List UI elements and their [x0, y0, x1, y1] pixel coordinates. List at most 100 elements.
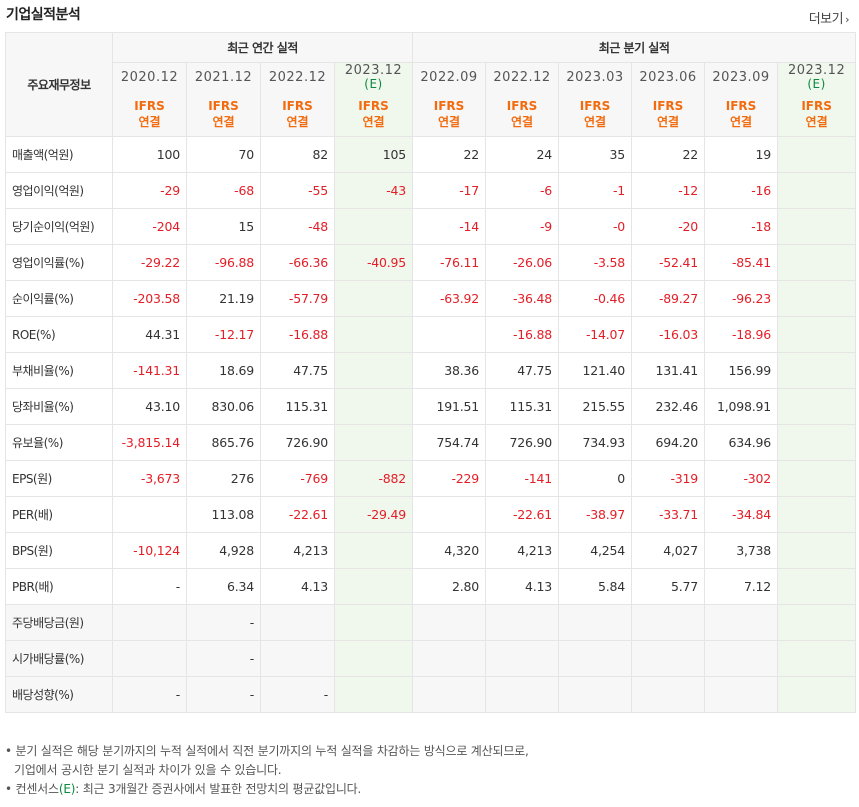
value-cell	[412, 640, 487, 677]
footnote-2-tag: (E)	[58, 782, 76, 796]
footnote-1-cont: 기업에서 공시한 분기 실적과 차이가 있을 수 있습니다.	[14, 763, 282, 777]
value-cell	[777, 208, 857, 245]
value-cell	[558, 640, 633, 677]
standard-ifrs: IFRS	[134, 99, 165, 113]
table-row: 유보율(%) -3,815.14 865.76 726.90 754.74 726.90 7…	[5, 424, 857, 461]
value-cell: -319	[631, 460, 706, 497]
value-cell	[631, 640, 706, 677]
standard-ifrs: IFRS	[801, 99, 832, 113]
value-cell: 830.06	[186, 388, 261, 425]
table-row: 매출액(억원) 100 70 82 105 22 24 35 22 19	[5, 136, 857, 173]
value-cell: -0.46	[558, 280, 633, 317]
value-cell	[704, 604, 779, 641]
value-cell: 4,213	[260, 532, 335, 569]
table-row: 당기순이익(억원) -204 15 -48 -14 -9 -0 -20 -18	[5, 208, 857, 245]
standard-ifrs: IFRS	[652, 99, 684, 113]
value-cell: 19	[704, 136, 779, 173]
value-cell: -12.17	[186, 316, 261, 353]
footnotes: • 분기 실적은 해당 분기까지의 누적 실적에서 직전 분기까지의 누적 실적…	[5, 742, 529, 799]
standard-ifrs: IFRS	[208, 99, 239, 113]
standard-ifrs: IFRS	[506, 99, 538, 113]
row-label: 영업이익(억원)	[5, 172, 113, 209]
standard-ifrs: IFRS	[725, 99, 757, 113]
accounting-standard: IFRS 연결	[186, 92, 261, 137]
value-cell	[412, 604, 487, 641]
period-header: 2020.12	[112, 62, 187, 92]
value-cell: 215.55	[558, 388, 633, 425]
value-cell	[333, 532, 414, 569]
value-cell: -1	[558, 172, 633, 209]
value-cell: 191.51	[412, 388, 487, 425]
value-cell: 47.75	[485, 352, 560, 389]
value-cell: 105	[333, 136, 414, 173]
row-label: ROE(%)	[5, 316, 113, 353]
value-cell: 44.31	[112, 316, 187, 353]
value-cell	[631, 604, 706, 641]
value-cell	[558, 676, 633, 713]
value-cell	[333, 280, 414, 317]
value-cell: -38.97	[558, 496, 633, 533]
value-cell: -	[186, 676, 261, 713]
table-row: BPS(원) -10,124 4,928 4,213 4,320 4,213 4,254 4,…	[5, 532, 857, 569]
value-cell: -9	[485, 208, 560, 245]
row-label: 당기순이익(억원)	[5, 208, 113, 245]
value-cell: -3,815.14	[112, 424, 187, 461]
value-cell: -882	[333, 460, 414, 497]
value-cell: 156.99	[704, 352, 779, 389]
value-cell	[412, 676, 487, 713]
value-cell: 4,027	[631, 532, 706, 569]
value-cell	[333, 352, 414, 389]
value-cell	[333, 640, 414, 677]
section-title: 기업실적분석	[6, 7, 81, 23]
value-cell: -85.41	[704, 244, 779, 281]
period-label: 2023.09	[712, 70, 770, 85]
value-cell: 5.77	[631, 568, 706, 605]
period-label: 2023.12	[787, 63, 846, 78]
value-cell: -63.92	[412, 280, 487, 317]
value-cell: -204	[112, 208, 187, 245]
value-cell: 6.34	[186, 568, 261, 605]
row-header: 주요재무정보	[5, 32, 113, 137]
value-cell: -229	[412, 460, 487, 497]
value-cell: 3,738	[704, 532, 779, 569]
value-cell: 21.19	[186, 280, 261, 317]
value-cell: 2.80	[412, 568, 487, 605]
value-cell: -16	[704, 172, 779, 209]
more-link[interactable]: 더보기 ›	[809, 8, 850, 27]
period-label: 2023.12	[344, 63, 403, 78]
value-cell	[485, 676, 560, 713]
value-cell: -55	[260, 172, 335, 209]
value-cell: 121.40	[558, 352, 633, 389]
period-label: 2023.03	[566, 70, 624, 85]
value-cell	[777, 244, 857, 281]
value-cell: 276	[186, 460, 261, 497]
value-cell: 726.90	[485, 424, 560, 461]
value-cell	[260, 640, 335, 677]
period-header: 2022.09	[412, 62, 487, 92]
accounting-standard: IFRS 연결	[631, 92, 706, 137]
value-cell	[777, 136, 857, 173]
value-cell	[777, 676, 857, 713]
accounting-standard: IFRS 연결	[412, 92, 487, 137]
value-cell: 1,098.91	[704, 388, 779, 425]
value-cell: -89.27	[631, 280, 706, 317]
value-cell: 4,213	[485, 532, 560, 569]
accounting-standard: IFRS 연결	[112, 92, 187, 137]
accounting-standard: IFRS 연결	[333, 92, 414, 137]
period-label: 2022.09	[420, 70, 478, 85]
value-cell: -12	[631, 172, 706, 209]
value-cell: -	[260, 676, 335, 713]
accounting-standard: IFRS 연결	[485, 92, 560, 137]
table-row: 시가배당률(%) -	[5, 640, 857, 677]
value-cell: 82	[260, 136, 335, 173]
footnote-1-text: 분기 실적은 해당 분기까지의 누적 실적에서 직전 분기까지의 누적 실적을 …	[15, 744, 529, 758]
value-cell: 22	[412, 136, 487, 173]
standard-ifrs: IFRS	[282, 99, 313, 113]
footnote-1: • 분기 실적은 해당 분기까지의 누적 실적에서 직전 분기까지의 누적 실적…	[5, 744, 529, 758]
value-cell: -96.88	[186, 244, 261, 281]
value-cell	[412, 496, 487, 533]
value-cell: -36.48	[485, 280, 560, 317]
value-cell: -52.41	[631, 244, 706, 281]
accounting-standard: IFRS 연결	[704, 92, 779, 137]
value-cell	[485, 604, 560, 641]
